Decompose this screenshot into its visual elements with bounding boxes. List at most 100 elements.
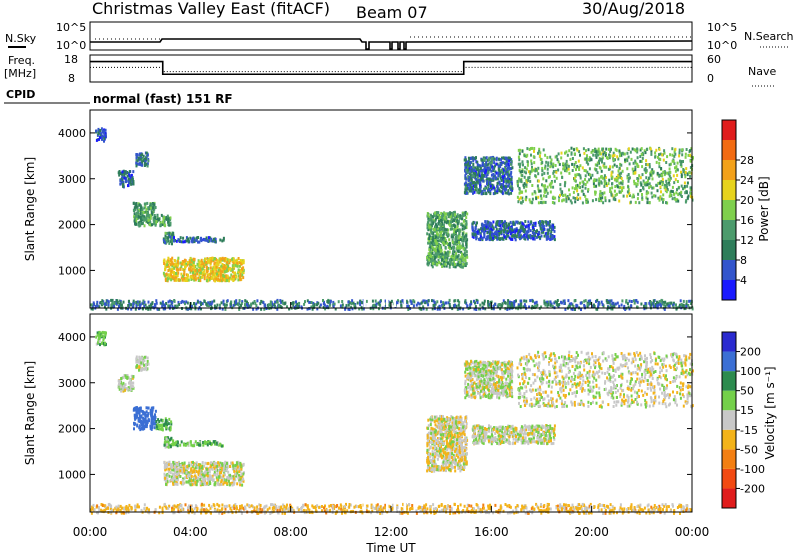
- echo-cell: [465, 177, 468, 181]
- echo-cell: [164, 241, 167, 245]
- echo-cell: [236, 302, 239, 306]
- echo-cell: [476, 175, 479, 179]
- echo-cell: [155, 301, 158, 305]
- echo-cell: [234, 301, 237, 305]
- echo-cell: [195, 267, 198, 271]
- echo-cell: [668, 174, 671, 178]
- echo-cell: [146, 220, 149, 224]
- echo-cell: [267, 303, 269, 307]
- echo-cell: [461, 235, 464, 239]
- echo-cell: [207, 259, 210, 262]
- echo-cell: [146, 211, 149, 215]
- echo-cell: [547, 303, 550, 307]
- echo-cell: [545, 188, 548, 192]
- echo-cell: [456, 213, 459, 217]
- echo-cell: [135, 214, 138, 218]
- echo-cell: [630, 300, 633, 303]
- echo-cell: [475, 235, 478, 239]
- echo-cell: [450, 220, 452, 224]
- echo-cell: [530, 153, 532, 157]
- beam-label: Beam 07: [356, 3, 428, 22]
- echo-cell: [98, 339, 101, 343]
- cpid-value: normal (fast) 151 RF: [93, 92, 233, 106]
- echo-cell: [453, 256, 456, 260]
- echo-cell: [618, 166, 621, 170]
- echo-cell: [527, 170, 530, 174]
- echo-cell: [453, 254, 456, 258]
- echo-cell: [237, 278, 240, 282]
- echo-cell: [199, 279, 202, 283]
- echo-cell: [636, 182, 639, 186]
- echo-cell: [680, 195, 683, 198]
- echo-cell: [494, 164, 497, 168]
- echo-cell: [457, 234, 460, 238]
- echo-cell: [524, 166, 527, 170]
- echo-cell: [443, 256, 446, 260]
- echo-cell: [194, 274, 197, 278]
- echo-cell: [136, 415, 139, 419]
- echo-cell: [237, 270, 240, 274]
- echo-cell: [600, 199, 603, 203]
- echo-cell: [611, 175, 614, 179]
- echo-cell: [199, 300, 202, 304]
- echo-cell: [582, 147, 585, 151]
- echo-cell: [539, 220, 541, 224]
- echo-cell: [255, 307, 258, 311]
- echo-cell: [669, 193, 672, 197]
- echo-cell: [519, 190, 522, 194]
- echo-cell: [435, 231, 438, 235]
- echo-cell: [533, 232, 536, 235]
- echo-cell: [464, 188, 467, 192]
- echo-cell: [487, 305, 490, 309]
- echo-cell: [504, 184, 507, 188]
- echo-cell: [126, 387, 129, 391]
- echo-cell: [481, 177, 484, 181]
- echo-cell: [514, 238, 517, 242]
- echo-cell: [164, 277, 167, 281]
- echo-cell: [458, 216, 461, 220]
- echo-cell: [167, 300, 170, 304]
- echo-cell: [164, 274, 167, 278]
- echo-cell: [545, 160, 548, 164]
- echo-cell: [568, 149, 571, 153]
- echo-cell: [119, 179, 122, 182]
- echo-cell: [677, 186, 680, 190]
- echo-cell: [485, 174, 488, 178]
- echo-cell: [101, 299, 104, 303]
- echo-cell: [642, 186, 644, 189]
- echo-cell: [652, 171, 655, 175]
- echo-cell: [586, 198, 589, 202]
- echo-cell: [427, 217, 430, 221]
- echo-cell: [223, 278, 226, 282]
- echo-cell: [626, 302, 629, 306]
- echo-cell: [273, 303, 276, 306]
- echo-cell: [188, 268, 191, 272]
- echo-cell: [616, 185, 619, 189]
- echo-cell: [595, 178, 598, 182]
- echo-cell: [510, 175, 513, 179]
- echo-cell: [132, 381, 135, 385]
- echo-cell: [600, 169, 603, 173]
- echo-cell: [375, 302, 378, 306]
- echo-cell: [618, 181, 621, 185]
- echo-cell: [499, 307, 502, 311]
- echo-cell: [441, 218, 444, 222]
- echo-cell: [137, 223, 140, 227]
- echo-cell: [133, 413, 136, 417]
- echo-cell: [168, 265, 171, 269]
- echo-cell: [537, 166, 540, 170]
- echo-cell: [556, 301, 558, 304]
- y-tick-label: 3000: [58, 173, 86, 186]
- echo-cell: [609, 165, 612, 169]
- echo-cell: [442, 238, 445, 242]
- echo-cell: [174, 262, 177, 266]
- echo-cell: [548, 183, 551, 187]
- echo-cell: [453, 230, 456, 234]
- echo-cell: [595, 198, 598, 202]
- echo-cell: [515, 220, 518, 224]
- echo-cell: [683, 304, 686, 308]
- echo-cell: [598, 182, 601, 186]
- echo-cell: [444, 239, 447, 242]
- echo-cell: [145, 406, 148, 410]
- echo-cell: [651, 177, 654, 181]
